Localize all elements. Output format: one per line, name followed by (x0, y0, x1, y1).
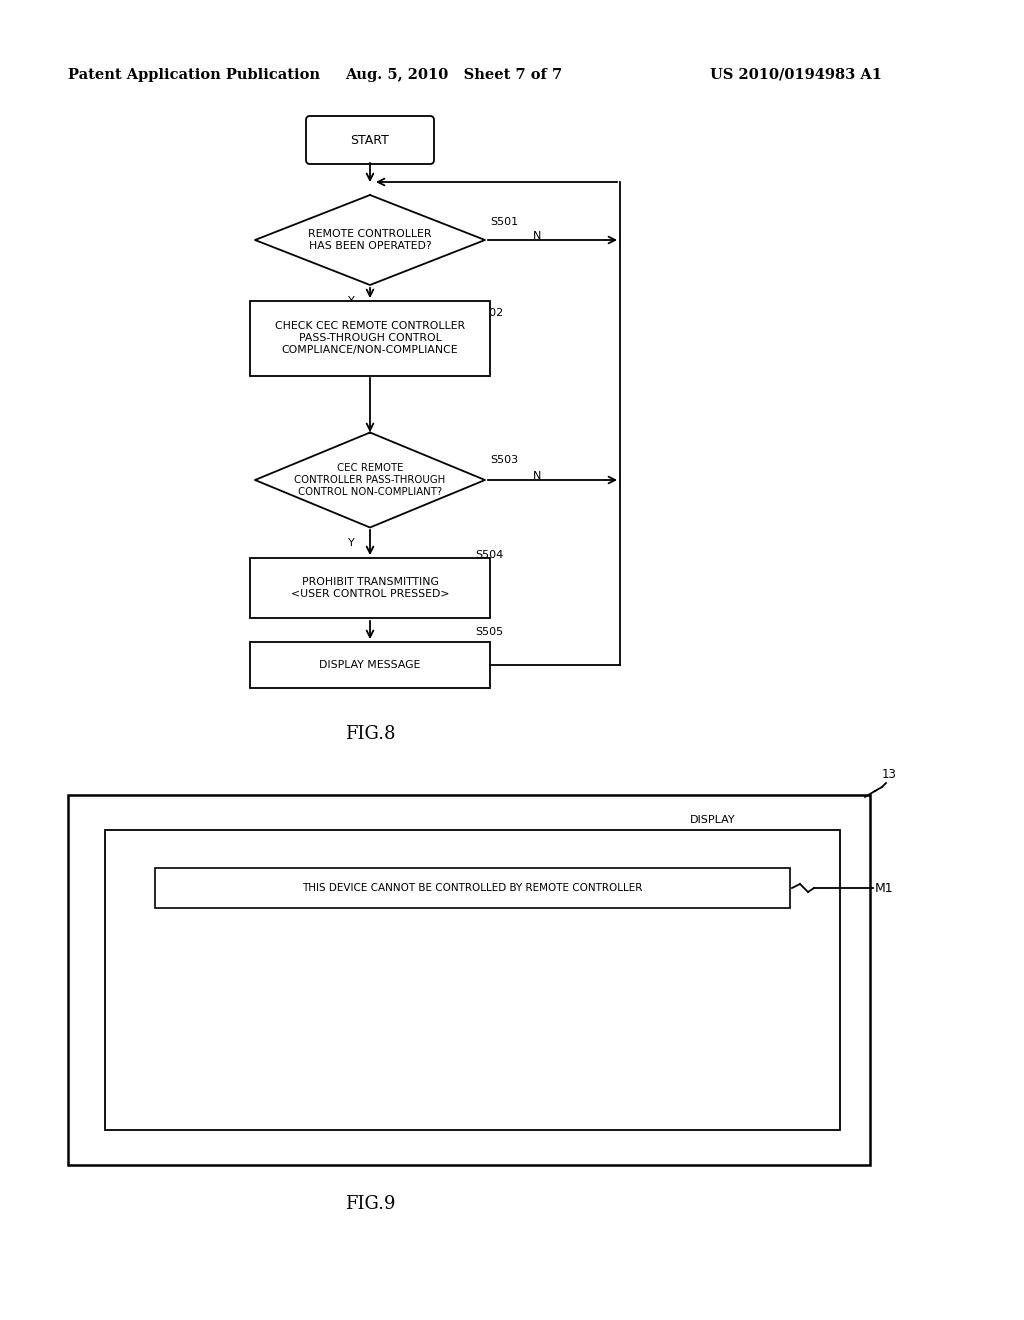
Text: N: N (534, 231, 542, 242)
Text: US 2010/0194983 A1: US 2010/0194983 A1 (710, 69, 882, 82)
Bar (155, 869, 790, 908)
Text: FIG.9: FIG.9 (345, 1195, 395, 1213)
Text: DISPLAY: DISPLAY (690, 814, 735, 825)
Text: Y: Y (348, 296, 354, 306)
Bar (250, 558, 490, 618)
Bar (68, 795, 870, 1166)
Text: S501: S501 (490, 216, 518, 227)
Text: Y: Y (348, 539, 354, 548)
Bar (250, 642, 490, 688)
Text: 13: 13 (882, 768, 897, 781)
Text: S504: S504 (475, 550, 503, 560)
Text: CEC REMOTE
CONTROLLER PASS-THROUGH
CONTROL NON-COMPLIANT?: CEC REMOTE CONTROLLER PASS-THROUGH CONTR… (294, 463, 445, 496)
Text: FIG.8: FIG.8 (345, 725, 395, 743)
Text: THIS DEVICE CANNOT BE CONTROLLED BY REMOTE CONTROLLER: THIS DEVICE CANNOT BE CONTROLLED BY REMO… (302, 883, 642, 894)
Text: S505: S505 (475, 627, 503, 638)
Text: N: N (534, 471, 542, 480)
Text: PROHIBIT TRANSMITTING
<USER CONTROL PRESSED>: PROHIBIT TRANSMITTING <USER CONTROL PRES… (291, 577, 450, 599)
Text: START: START (350, 133, 389, 147)
Text: DISPLAY MESSAGE: DISPLAY MESSAGE (319, 660, 421, 671)
Text: Patent Application Publication: Patent Application Publication (68, 69, 319, 82)
Text: REMOTE CONTROLLER
HAS BEEN OPERATED?: REMOTE CONTROLLER HAS BEEN OPERATED? (308, 230, 432, 251)
Text: CHECK CEC REMOTE CONTROLLER
PASS-THROUGH CONTROL
COMPLIANCE/NON-COMPLIANCE: CHECK CEC REMOTE CONTROLLER PASS-THROUGH… (274, 321, 465, 355)
Text: S503: S503 (490, 455, 518, 465)
Bar (250, 301, 490, 375)
Text: S502: S502 (475, 308, 503, 318)
Text: Aug. 5, 2010   Sheet 7 of 7: Aug. 5, 2010 Sheet 7 of 7 (345, 69, 562, 82)
FancyBboxPatch shape (306, 116, 434, 164)
Bar (105, 830, 840, 1130)
Text: M1: M1 (874, 882, 894, 895)
